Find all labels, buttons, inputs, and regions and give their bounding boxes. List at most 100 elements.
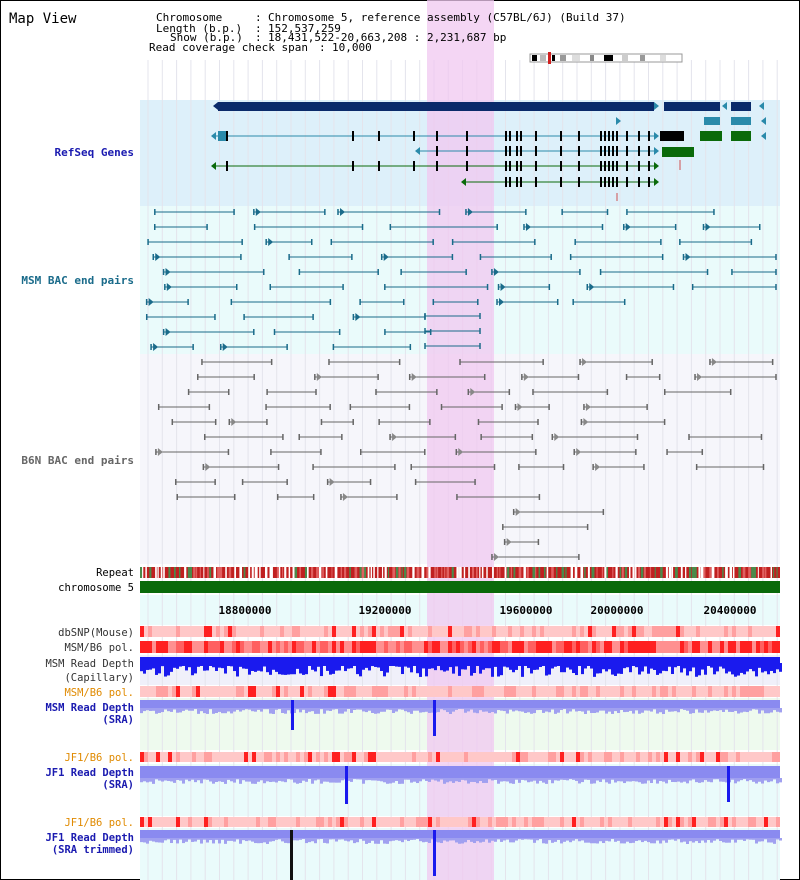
heatmap-cell — [304, 752, 308, 762]
depth-bar — [197, 778, 200, 781]
msm-depth-sra-label-1[interactable]: MSM Read Depth — [45, 702, 134, 714]
depth-bar — [179, 708, 182, 713]
jf1-pol1-track-label[interactable]: JF1/B6 pol. — [64, 752, 134, 764]
depth-bar — [410, 708, 413, 714]
heatmap-cell — [392, 686, 396, 697]
heatmap-cell — [596, 686, 600, 697]
heatmap-cell — [184, 626, 188, 637]
heatmap-cell — [632, 752, 636, 762]
heatmap-cell — [664, 641, 668, 653]
depth-bar — [350, 778, 353, 782]
repeat-track[interactable] — [140, 567, 780, 578]
depth-bar — [635, 778, 638, 782]
msm-bac-track-label[interactable]: MSM BAC end pairs — [21, 274, 134, 287]
highlight-region[interactable] — [427, 0, 494, 880]
heatmap-cell — [240, 626, 244, 637]
depth-bar — [686, 663, 689, 676]
repeat-element — [496, 567, 499, 578]
depth-bar — [212, 778, 215, 784]
refseq-genes-track[interactable] — [211, 102, 766, 201]
depth-bar — [653, 778, 656, 780]
jf1-pol2-track-label[interactable]: JF1/B6 pol. — [64, 817, 134, 829]
depth-bar — [488, 663, 491, 669]
msm-pol1-track-label[interactable]: MSM/B6 pol. — [64, 642, 134, 654]
polymorphism-heatmaps[interactable] — [140, 626, 780, 827]
depth-bar — [212, 708, 215, 714]
depth-bar — [368, 838, 371, 843]
msm-pol2-track-label[interactable]: MSM/B6 pol. — [64, 687, 134, 699]
exon — [509, 131, 511, 141]
strand-arrow — [411, 373, 417, 381]
depth-bar — [440, 708, 443, 710]
heatmap-cell — [452, 752, 456, 762]
depth-bar — [170, 663, 173, 672]
heatmap-cell — [332, 817, 336, 827]
depth-bar — [539, 778, 542, 781]
depth-bar — [230, 708, 233, 714]
heatmap-cell — [588, 752, 592, 762]
depth-bar — [140, 778, 143, 783]
read-depth-tracks[interactable] — [140, 657, 782, 880]
heatmap-cell — [728, 641, 732, 653]
chromosome-bar[interactable] — [140, 581, 780, 593]
exon — [578, 177, 580, 187]
heatmap-cell — [428, 752, 432, 762]
heatmap-cell — [628, 626, 632, 637]
heatmap-cell — [668, 641, 672, 653]
depth-bar — [257, 708, 260, 710]
depth-bar — [266, 838, 269, 844]
chromosome-ideogram[interactable] — [529, 52, 683, 64]
heatmap-cell — [696, 752, 700, 762]
b6n-bac-track-label[interactable]: B6N BAC end pairs — [21, 454, 134, 467]
msm-depth-cap-label-1[interactable]: MSM Read Depth — [45, 658, 134, 670]
heatmap-cell — [388, 686, 392, 697]
depth-bar — [599, 838, 602, 842]
jf1-depth-sra-label-1[interactable]: JF1 Read Depth — [45, 767, 134, 779]
exon — [520, 146, 522, 156]
depth-bar — [284, 838, 287, 843]
msm-bac-track[interactable] — [145, 208, 777, 351]
strand-arrow — [761, 132, 766, 140]
heatmap-cell — [708, 626, 712, 637]
jf1-depth-trim-label-1[interactable]: JF1 Read Depth — [45, 832, 134, 844]
depth-bar — [635, 838, 638, 842]
repeat-element — [145, 567, 147, 578]
strand-arrow — [685, 253, 691, 261]
depth-bar — [509, 663, 512, 670]
chromosome-track-label[interactable]: chromosome 5 — [58, 582, 134, 594]
heatmap-cell — [624, 641, 628, 653]
depth-bar — [197, 838, 200, 840]
depth-bar — [428, 663, 431, 669]
depth-bar — [389, 778, 392, 784]
depth-bar — [584, 663, 587, 669]
exon — [560, 177, 562, 187]
depth-bar — [572, 778, 575, 780]
depth-bar — [386, 708, 389, 710]
depth-bar — [305, 778, 308, 782]
b6n-bac-track[interactable] — [155, 358, 777, 561]
depth-bar — [629, 663, 632, 673]
refseq-track-label[interactable]: RefSeq Genes — [55, 146, 134, 159]
depth-bar — [311, 708, 314, 712]
depth-bar — [659, 663, 662, 674]
heatmap-cell — [764, 641, 768, 653]
depth-bar — [731, 663, 734, 675]
repeat-track-label[interactable]: Repeat — [96, 567, 134, 579]
depth-bar — [203, 663, 206, 671]
heatmap-cell — [656, 626, 660, 637]
heatmap-cell — [372, 817, 376, 827]
depth-bar — [581, 838, 584, 841]
depth-bar — [446, 663, 449, 671]
repeat-element — [426, 567, 430, 578]
depth-bar — [260, 708, 263, 712]
heatmap-cell — [240, 641, 244, 653]
heatmap-cell — [388, 641, 392, 653]
depth-bar — [665, 708, 668, 710]
dbsnp-track-label[interactable]: dbSNP(Mouse) — [58, 627, 134, 639]
depth-bar — [164, 708, 167, 710]
depth-bar — [407, 663, 410, 668]
strand-arrow — [515, 508, 521, 516]
depth-bar — [203, 778, 206, 780]
depth-bar — [572, 838, 575, 841]
depth-bar — [620, 663, 623, 674]
